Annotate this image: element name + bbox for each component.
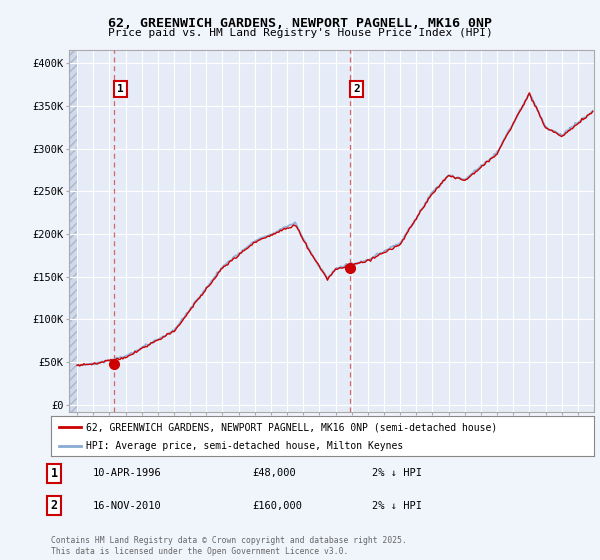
Text: £48,000: £48,000 (252, 468, 296, 478)
Text: 2% ↓ HPI: 2% ↓ HPI (372, 468, 422, 478)
Bar (69, 50, 77, 412)
Text: Contains HM Land Registry data © Crown copyright and database right 2025.
This d: Contains HM Land Registry data © Crown c… (51, 536, 407, 556)
Text: 2: 2 (50, 499, 58, 512)
Text: 16-NOV-2010: 16-NOV-2010 (93, 501, 162, 511)
Text: 1: 1 (50, 466, 58, 480)
Text: £160,000: £160,000 (252, 501, 302, 511)
Text: 1: 1 (117, 84, 124, 94)
Bar (69, 50, 77, 412)
Text: 10-APR-1996: 10-APR-1996 (93, 468, 162, 478)
Text: 2% ↓ HPI: 2% ↓ HPI (372, 501, 422, 511)
Text: 62, GREENWICH GARDENS, NEWPORT PAGNELL, MK16 0NP (semi-detached house): 62, GREENWICH GARDENS, NEWPORT PAGNELL, … (86, 422, 497, 432)
Text: Price paid vs. HM Land Registry's House Price Index (HPI): Price paid vs. HM Land Registry's House … (107, 28, 493, 38)
Text: 62, GREENWICH GARDENS, NEWPORT PAGNELL, MK16 0NP: 62, GREENWICH GARDENS, NEWPORT PAGNELL, … (108, 17, 492, 30)
Text: HPI: Average price, semi-detached house, Milton Keynes: HPI: Average price, semi-detached house,… (86, 441, 404, 451)
Text: 2: 2 (353, 84, 360, 94)
